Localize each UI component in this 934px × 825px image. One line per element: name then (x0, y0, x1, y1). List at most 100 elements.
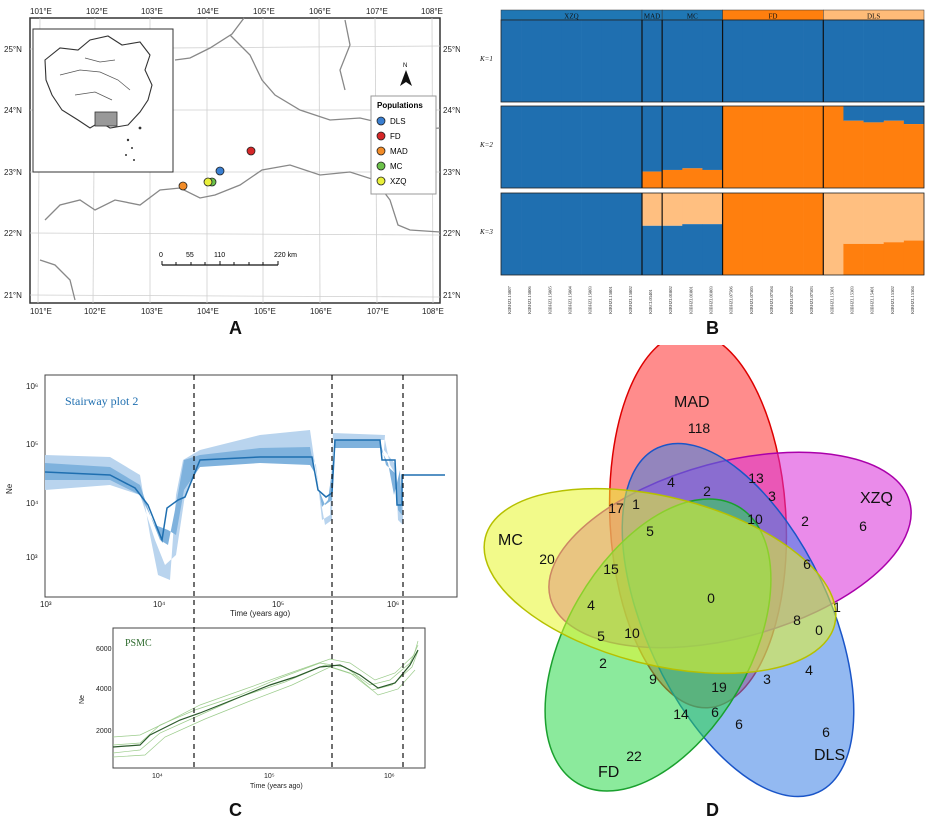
structure-bar-k2-blue (863, 106, 885, 123)
lon-bottom-7: 108°E (422, 307, 444, 316)
legend-label-mc: MC (390, 162, 403, 171)
structure-bar-k3-light (843, 193, 864, 244)
venn-count: 5 (646, 523, 654, 539)
structure-bar-k3-orange (903, 240, 925, 275)
structure-sample-label: KIBHZL15803 (588, 286, 593, 314)
venn-count: 13 (748, 470, 764, 486)
structure-bar-k1 (843, 20, 864, 102)
structure-sample-label: KIBHZL01803 (709, 286, 714, 314)
structure-bar-k3-light (883, 193, 905, 243)
stairway-xtick-3: 10⁶ (387, 600, 399, 609)
lat-right-2: 23°N (443, 168, 460, 177)
legend-swatch-xzq (376, 176, 386, 186)
venn-count: 6 (711, 704, 719, 720)
structure-bar-k1 (682, 20, 703, 102)
structure-sample-label: KIBHZL15805 (547, 286, 552, 314)
structure-group-label-mad: MAD (644, 13, 660, 21)
venn-count-mad-only: 118 (688, 420, 711, 436)
structure-bar-k3-blue (521, 193, 542, 275)
structure-bar-k3-orange (783, 193, 804, 275)
venn-count: 5 (597, 628, 605, 644)
structure-sample-label: KIBHZL07502 (789, 286, 794, 314)
lon-top-7: 108°E (421, 7, 443, 16)
psmc-xtick-0: 10⁴ (152, 773, 163, 780)
venn-count: 0 (707, 590, 715, 606)
venn-label-dls: DLS (814, 747, 845, 764)
lon-top-4: 105°E (253, 7, 275, 16)
lat-right-4: 21°N (443, 291, 460, 300)
panel-label-a: A (229, 318, 242, 338)
legend-swatch-mad (376, 146, 386, 156)
structure-bar-k3-blue (642, 225, 663, 275)
venn-count: 3 (768, 488, 776, 504)
venn-count: 2 (801, 513, 809, 529)
legend-swatch-fd (376, 131, 386, 141)
structure-bar-k3-blue (662, 225, 683, 275)
inset-china-map (32, 28, 174, 173)
venn-count-mc-only: 20 (539, 551, 555, 567)
legend-swatch-dls (376, 116, 386, 126)
structure-bar-k2-blue (843, 106, 864, 121)
venn-label-mad: MAD (674, 394, 710, 411)
venn-count: 2 (703, 483, 711, 499)
structure-bar-k2-orange (783, 106, 804, 188)
structure-bar-k1 (561, 20, 582, 102)
lon-bottom-2: 103°E (141, 307, 163, 316)
structure-bar-k2-blue (682, 106, 703, 169)
venn-count: 4 (805, 662, 813, 678)
venn-count: 17 (608, 500, 624, 516)
structure-bar-k1 (823, 20, 844, 102)
venn-count: 6 (735, 716, 743, 732)
structure-bar-k1 (722, 20, 744, 102)
venn-count: 14 (673, 706, 689, 722)
population-points (178, 146, 256, 191)
lat-right-1: 24°N (443, 106, 460, 115)
structure-bar-k3-light (702, 193, 723, 225)
structure-sample-label: KIBHZL07505 (749, 286, 754, 314)
lon-bottom-1: 102°E (84, 307, 106, 316)
venn-count: 8 (793, 612, 801, 628)
venn-count: 4 (587, 597, 595, 613)
structure-group-label-fd: FD (768, 13, 777, 21)
structure-sample-label: KIBHZL15806 (527, 286, 532, 314)
legend-swatch-mc (376, 161, 386, 171)
lon-bottom-0: 101°E (30, 307, 52, 316)
structure-bar-k1 (642, 20, 663, 102)
structure-sample-label: KIBHZL15301 (829, 286, 834, 314)
scale-bar: 0 55 110 220 km (159, 252, 297, 266)
psmc-xtick-1: 10⁵ (264, 773, 275, 780)
lat-left-3: 22°N (4, 229, 22, 238)
structure-group-label-xzq: XZQ (564, 13, 578, 21)
structure-bar-k3-orange (762, 193, 784, 275)
structure-sample-label: KIBCL03401 (648, 289, 653, 314)
legend-label-fd: FD (390, 132, 401, 141)
structure-bar-k2-blue (541, 106, 562, 188)
venn-label-xzq: XZQ (860, 490, 893, 507)
structure-bar-k2-blue (642, 106, 663, 172)
stairway-xtick-1: 10⁴ (153, 600, 166, 609)
lat-right-0: 25°N (443, 45, 460, 54)
venn-count: 10 (624, 625, 640, 641)
stairway-xtick-0: 10³ (40, 600, 52, 609)
structure-sample-label: KIBHZL15302 (890, 286, 895, 314)
structure-bar-k2-orange (722, 106, 744, 188)
structure-sample-label: KIBHZL15807 (507, 286, 512, 314)
structure-sample-label: KIBHZL01802 (668, 286, 673, 314)
north-arrow-icon: N (400, 63, 412, 86)
structure-bar-k2-blue (601, 106, 623, 188)
structure-bar-k3-light (642, 193, 663, 226)
structure-bar-k2-orange (823, 106, 844, 188)
structure-sample-label: KIBHZL15801 (608, 286, 613, 314)
stairway-xtick-2: 10⁵ (272, 600, 284, 609)
stairway-ytick-1: 10⁵ (26, 440, 38, 449)
lon-top-2: 103°E (141, 7, 163, 16)
structure-bar-k1 (803, 20, 824, 102)
structure-bar-k3-light (662, 193, 683, 226)
structure-bar-k2-blue (521, 106, 542, 188)
structure-bar-k2-orange (843, 120, 864, 188)
structure-bar-k2-orange (682, 168, 703, 188)
legend-title: Populations (377, 101, 423, 110)
stairway-ylabel: Ne (5, 483, 14, 494)
structure-bar-k2-blue (903, 106, 925, 125)
structure-bar-k2-orange (762, 106, 784, 188)
